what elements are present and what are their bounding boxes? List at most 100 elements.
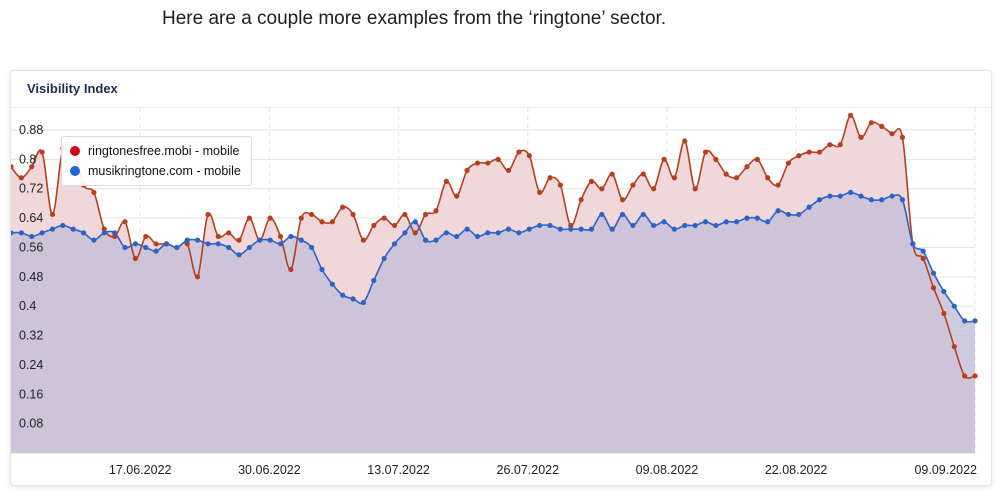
data-point-2[interactable] [412,219,418,225]
data-point-2[interactable] [796,211,802,218]
data-point-1[interactable] [485,160,491,166]
data-point-2[interactable] [49,226,56,232]
data-point-2[interactable] [309,244,315,251]
data-point-2[interactable] [360,299,367,306]
data-point-1[interactable] [391,222,398,229]
data-point-1[interactable] [744,164,750,170]
data-point-1[interactable] [568,222,574,229]
data-point-2[interactable] [91,237,97,243]
data-point-2[interactable] [526,226,532,232]
data-point-2[interactable] [485,230,491,236]
data-point-1[interactable] [49,211,56,218]
data-point-1[interactable] [661,156,667,162]
data-point-1[interactable] [526,153,532,159]
data-point-1[interactable] [671,175,678,181]
data-point-1[interactable] [837,142,843,148]
data-point-2[interactable] [951,303,957,309]
data-point-2[interactable] [39,230,45,236]
data-point-1[interactable] [754,156,760,162]
data-point-2[interactable] [319,266,325,273]
data-point-2[interactable] [588,226,595,232]
data-point-2[interactable] [443,230,449,236]
data-point-1[interactable] [246,215,253,221]
data-point-1[interactable] [630,182,636,188]
data-point-1[interactable] [733,175,740,181]
data-point-2[interactable] [516,230,522,236]
data-point-1[interactable] [537,189,543,196]
data-point-1[interactable] [433,208,439,214]
data-point-1[interactable] [91,189,97,196]
data-point-2[interactable] [226,244,232,251]
data-point-1[interactable] [298,215,304,221]
data-point-2[interactable] [257,237,263,243]
data-point-2[interactable] [962,318,968,324]
data-point-1[interactable] [578,197,584,203]
data-point-1[interactable] [868,120,874,126]
legend-item-musikringtone[interactable]: musikringtone.com - mobile [70,161,241,181]
data-point-2[interactable] [329,281,335,287]
data-point-2[interactable] [143,244,149,251]
data-point-2[interactable] [350,296,356,302]
data-point-2[interactable] [267,237,273,243]
data-point-1[interactable] [132,255,138,262]
data-point-2[interactable] [609,226,615,232]
data-point-2[interactable] [194,237,201,243]
data-point-2[interactable] [205,241,211,247]
data-point-1[interactable] [713,156,719,162]
data-point-1[interactable] [215,233,221,240]
data-point-2[interactable] [547,222,553,229]
data-point-1[interactable] [267,215,273,221]
data-point-2[interactable] [60,222,66,229]
data-point-2[interactable] [619,211,626,218]
data-point-2[interactable] [868,197,874,203]
data-point-1[interactable] [775,182,781,188]
data-point-1[interactable] [827,142,833,148]
data-point-2[interactable] [910,241,916,247]
data-point-1[interactable] [319,219,325,225]
data-point-2[interactable] [765,219,771,225]
data-point-1[interactable] [889,131,895,137]
data-point-1[interactable] [516,149,522,155]
data-point-2[interactable] [505,226,512,232]
data-point-1[interactable] [350,211,356,218]
data-point-2[interactable] [785,211,792,218]
data-point-2[interactable] [827,193,833,199]
data-point-2[interactable] [920,248,926,254]
data-point-1[interactable] [112,233,118,240]
data-point-1[interactable] [962,373,968,379]
data-point-1[interactable] [288,266,294,273]
data-point-1[interactable] [412,230,418,236]
data-point-1[interactable] [806,149,812,155]
data-point-1[interactable] [941,310,947,317]
data-point-1[interactable] [930,285,937,291]
data-point-2[interactable] [848,189,854,196]
data-point-2[interactable] [11,230,14,236]
data-point-1[interactable] [547,175,553,181]
data-point-2[interactable] [246,244,253,251]
data-point-2[interactable] [775,208,781,214]
data-point-2[interactable] [744,215,750,221]
data-point-2[interactable] [163,241,170,247]
data-point-2[interactable] [661,219,667,225]
data-point-1[interactable] [11,164,14,170]
data-point-2[interactable] [733,219,740,225]
data-point-1[interactable] [454,193,460,199]
data-point-1[interactable] [277,233,284,240]
data-point-1[interactable] [371,222,377,229]
data-point-1[interactable] [951,343,957,350]
data-point-1[interactable] [879,123,885,129]
data-point-2[interactable] [702,219,709,225]
data-point-2[interactable] [474,233,481,240]
data-point-2[interactable] [692,222,698,229]
data-point-1[interactable] [682,138,688,144]
data-point-2[interactable] [972,318,978,324]
data-point-2[interactable] [101,230,107,236]
data-point-2[interactable] [537,222,543,229]
data-point-1[interactable] [205,211,211,218]
data-point-2[interactable] [671,226,678,232]
data-point-1[interactable] [972,373,978,379]
data-point-2[interactable] [941,288,947,295]
data-point-2[interactable] [630,222,636,229]
data-point-1[interactable] [723,171,729,177]
data-point-1[interactable] [153,241,159,247]
